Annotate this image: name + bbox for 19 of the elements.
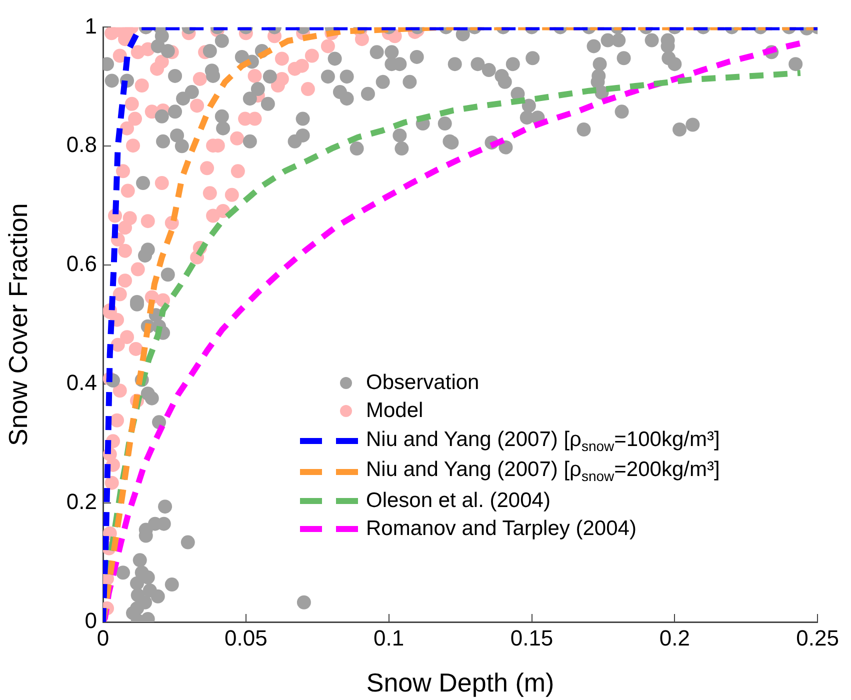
y-tick-label: 0.6 xyxy=(66,251,97,276)
legend-label: Niu and Yang (2007) [ρ$_{snow}$=200kg/m³] xyxy=(366,457,720,486)
x-tick-label: 0.2 xyxy=(659,625,690,650)
y-tick-label: 1 xyxy=(84,13,97,38)
legend-label: Oleson et al. (2004) xyxy=(366,488,550,514)
legend-label: Romanov and Tarpley (2004) xyxy=(366,516,636,542)
x-tick-label: 0.25 xyxy=(796,625,840,650)
x-axis-title: Snow Depth (m) xyxy=(366,668,554,698)
y-tick-label: 0 xyxy=(84,608,97,634)
x-tick-label: 0.1 xyxy=(374,625,404,650)
legend-label: Observation xyxy=(366,370,480,396)
y-tick-label: 0.8 xyxy=(66,132,97,158)
x-tick-label: 0.05 xyxy=(224,625,268,650)
y-axis-title: Snow Cover Fraction xyxy=(2,203,33,446)
legend-label: Niu and Yang (2007) [ρ$_{snow}$=100kg/m³] xyxy=(366,426,720,456)
x-tick-label: 0.15 xyxy=(510,625,554,650)
legend-label: Model xyxy=(366,398,424,424)
y-tick-label: 0.4 xyxy=(66,370,97,396)
y-tick-label: 0.2 xyxy=(66,489,97,514)
